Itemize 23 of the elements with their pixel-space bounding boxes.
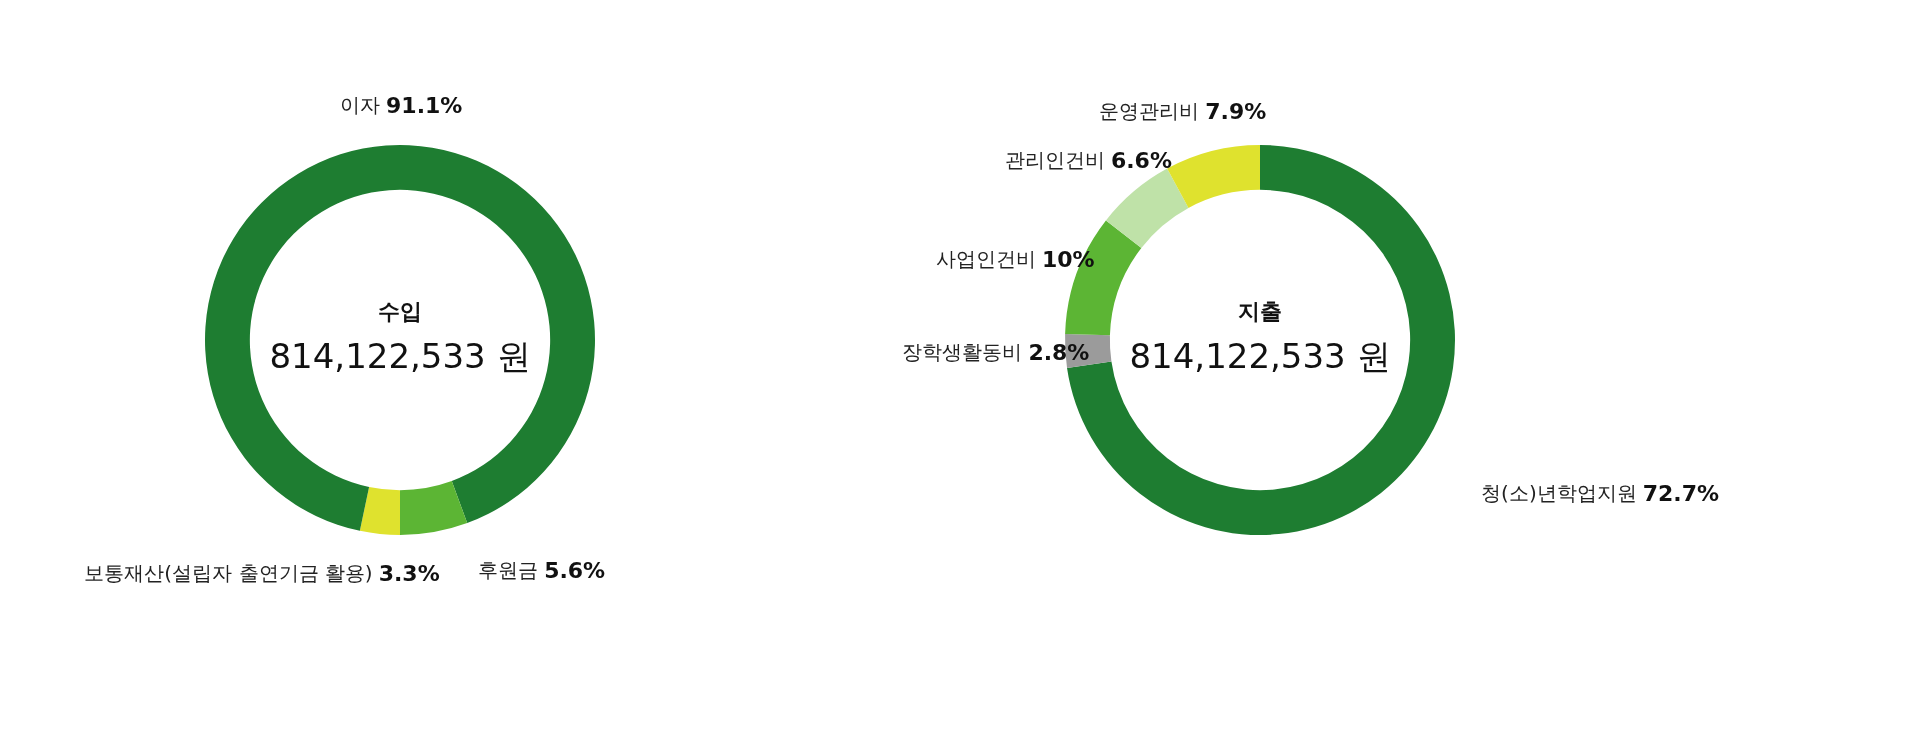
slice-label: 이자 xyxy=(340,92,381,117)
slice-label: 관리인건비 xyxy=(1004,147,1105,172)
data-label: 3.3% xyxy=(378,560,440,586)
slice-label: 사업인건비 xyxy=(935,247,1036,272)
data-label: 2.8% xyxy=(1028,340,1090,366)
data-label: 6.6% xyxy=(1110,147,1172,173)
donut-slice xyxy=(205,145,595,531)
text: 지출 xyxy=(1238,299,1282,324)
data-label: 7.9% xyxy=(1205,99,1267,125)
donut-slice xyxy=(359,486,400,535)
data-label: 72.7% xyxy=(1642,480,1720,506)
data-label: 91.1% xyxy=(386,92,463,118)
donut-slice xyxy=(1105,168,1189,248)
slice-label: 후원금 xyxy=(478,558,539,583)
slice-label: 운영관리비 xyxy=(1099,99,1200,124)
data-label: 5.6% xyxy=(544,558,606,584)
slice-label: 청(소)년학업지원 xyxy=(1481,480,1637,505)
text: 814,122,533 원 xyxy=(269,336,531,376)
slice-label: 장학생활동비 xyxy=(902,340,1023,365)
text: 수입 xyxy=(378,299,422,324)
text: 814,122,533 원 xyxy=(1129,336,1391,376)
slice-label: 보통재산(설립자 출연기금 활용) xyxy=(84,560,373,585)
donut-slice xyxy=(400,480,468,535)
